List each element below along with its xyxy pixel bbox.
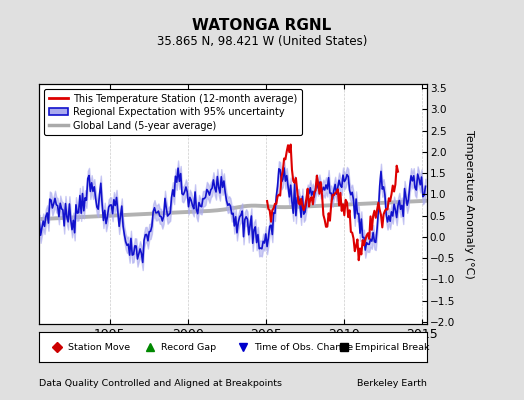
- Text: Berkeley Earth: Berkeley Earth: [357, 380, 427, 388]
- Text: Data Quality Controlled and Aligned at Breakpoints: Data Quality Controlled and Aligned at B…: [39, 380, 282, 388]
- Y-axis label: Temperature Anomaly (°C): Temperature Anomaly (°C): [464, 130, 474, 278]
- Legend: This Temperature Station (12-month average), Regional Expectation with 95% uncer: This Temperature Station (12-month avera…: [44, 89, 302, 135]
- Text: Empirical Break: Empirical Break: [355, 342, 430, 352]
- Text: WATONGA RGNL: WATONGA RGNL: [192, 18, 332, 34]
- Text: Record Gap: Record Gap: [161, 342, 216, 352]
- Text: Time of Obs. Change: Time of Obs. Change: [255, 342, 354, 352]
- Text: 35.865 N, 98.421 W (United States): 35.865 N, 98.421 W (United States): [157, 36, 367, 48]
- Text: Station Move: Station Move: [68, 342, 130, 352]
